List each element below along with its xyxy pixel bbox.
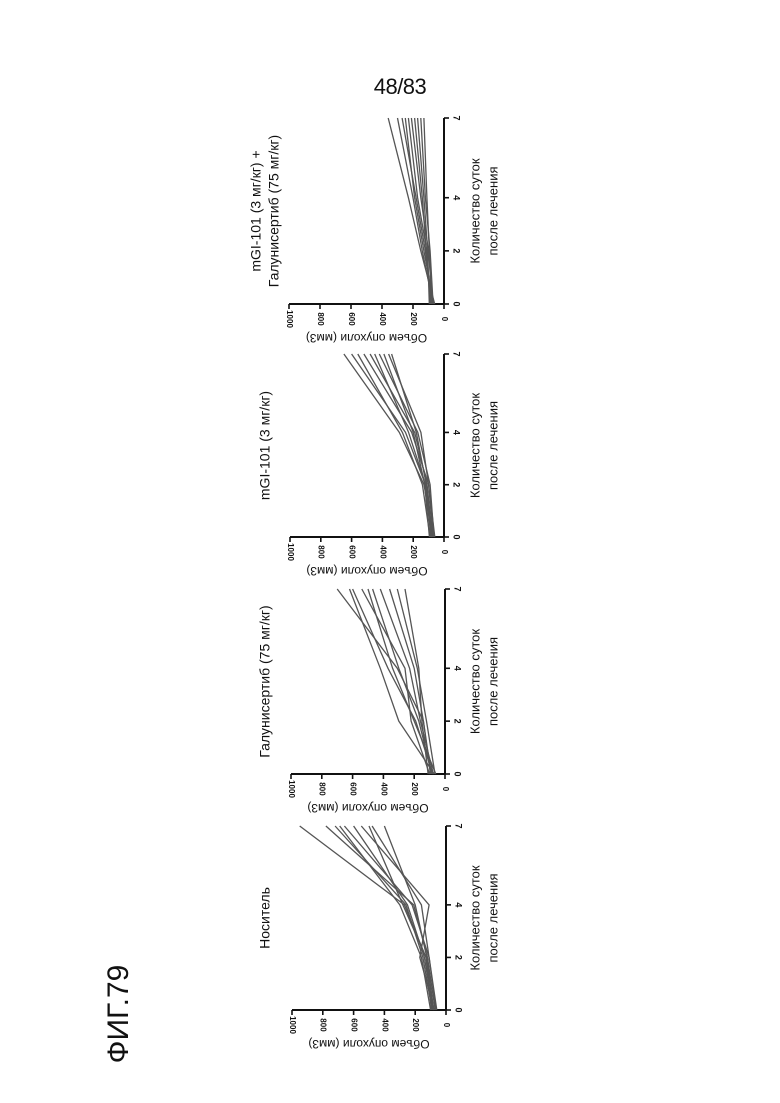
series-line-6: [373, 589, 432, 774]
series-line-3: [353, 589, 433, 774]
series-line-1: [344, 354, 433, 537]
x-tick-label: 2: [453, 719, 463, 724]
y-tick-label: 0: [441, 787, 450, 792]
y-tick-label: 200: [411, 1018, 420, 1032]
y-tick-label: 0: [440, 317, 449, 322]
y-tick-label: 800: [317, 545, 326, 559]
y-tick-label: 1000: [286, 543, 295, 561]
y-tick-label: 600: [347, 545, 356, 559]
y-tick-label: 400: [378, 312, 387, 326]
chart-panel-1: 0 2 4 7 0 200 400 600 800 1000 Носитель Количество …: [257, 823, 501, 1050]
chart-title: Носитель: [257, 887, 273, 949]
x-tick-label: 0: [453, 771, 463, 776]
y-tick-label: 0: [440, 550, 449, 555]
x-axis-label-line-2: после лечения: [485, 637, 500, 726]
x-tick-label: 2: [452, 482, 462, 487]
y-tick-label: 1000: [287, 780, 296, 798]
y-tick-label: 600: [348, 782, 357, 796]
chart-panel-4: 0 2 4 7 0 200 400 600 800 1000 mGI-101 (3 мг/кг) +…: [248, 115, 501, 344]
chart-panel-2: 0 2 4 7 0 200 400 600 800 1000 Галунисертиб (75 мг…: [257, 586, 501, 814]
x-tick-label: 0: [454, 1007, 464, 1012]
x-tick-label: 4: [453, 666, 463, 671]
x-tick-label: 7: [453, 586, 463, 591]
y-axis-label: Объем опухоли (мм3): [306, 331, 427, 345]
x-tick-label: 4: [454, 902, 464, 907]
x-tick-label: 4: [452, 195, 462, 200]
y-axis-label: Объем опухоли (мм3): [306, 564, 427, 578]
x-tick-label: 0: [452, 301, 462, 306]
y-tick-label: 600: [349, 1018, 358, 1032]
x-axis-label-line-2: после лечения: [485, 873, 500, 962]
x-tick-label: 7: [454, 823, 464, 828]
chart-title-line-2: Галунисертиб (75 мг/кг): [266, 135, 282, 287]
chart-title: Галунисертиб (75 мг/кг): [257, 605, 273, 757]
x-axis-label-line-2: после лечения: [485, 401, 500, 490]
x-tick-label: 7: [452, 115, 462, 120]
y-tick-label: 800: [318, 782, 327, 796]
x-tick-label: 7: [452, 351, 462, 356]
x-tick-label: 2: [452, 248, 462, 253]
series-line-8: [369, 826, 431, 1010]
chart-title: mGI-101 (3 мг/кг): [257, 391, 273, 500]
y-tick-label: 400: [378, 545, 387, 559]
chart-panel-3: 0 2 4 7 0 200 400 600 800 1000 mGI-101 (3 мг/кг) Ко…: [257, 351, 501, 577]
series-line-6: [354, 826, 433, 1010]
chart-title-line-1: mGI-101 (3 мг/кг) +: [248, 150, 264, 271]
y-tick-label: 600: [347, 312, 356, 326]
x-axis-label-line-1: Количество суток: [467, 393, 482, 498]
y-axis-label: Объем опухоли (мм3): [307, 801, 428, 815]
x-axis-label-line-1: Количество суток: [467, 865, 482, 970]
y-tick-label: 400: [379, 782, 388, 796]
y-tick-label: 1000: [288, 1016, 297, 1034]
y-tick-label: 1000: [285, 310, 294, 328]
x-axis-label-line-1: Количество суток: [467, 629, 482, 734]
x-tick-label: 4: [452, 430, 462, 435]
y-tick-label: 800: [316, 312, 325, 326]
y-tick-label: 800: [319, 1018, 328, 1032]
y-tick-label: 0: [442, 1023, 451, 1028]
y-tick-label: 200: [409, 545, 418, 559]
x-tick-label: 0: [452, 534, 462, 539]
y-tick-label: 200: [410, 782, 419, 796]
x-axis-label-line-1: Количество суток: [467, 158, 482, 263]
x-axis-label-line-2: после лечения: [485, 166, 500, 255]
y-tick-label: 400: [380, 1018, 389, 1032]
y-tick-label: 200: [409, 312, 418, 326]
series-line-2: [350, 589, 435, 774]
x-tick-label: 2: [454, 955, 464, 960]
series-line-1: [300, 826, 434, 1010]
y-axis-label: Объем опухоли (мм3): [308, 1037, 429, 1051]
